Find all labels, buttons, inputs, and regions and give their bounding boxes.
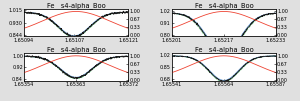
Title: Fe   s4-alpha_Boo: Fe s4-alpha_Boo (47, 47, 105, 53)
Title: Fe   s4-alpha_Boo: Fe s4-alpha_Boo (47, 2, 105, 9)
Title: Fe   s4-alpha_Boo: Fe s4-alpha_Boo (195, 47, 253, 53)
Title: Fe   s4-alpha_Boo: Fe s4-alpha_Boo (195, 2, 253, 9)
